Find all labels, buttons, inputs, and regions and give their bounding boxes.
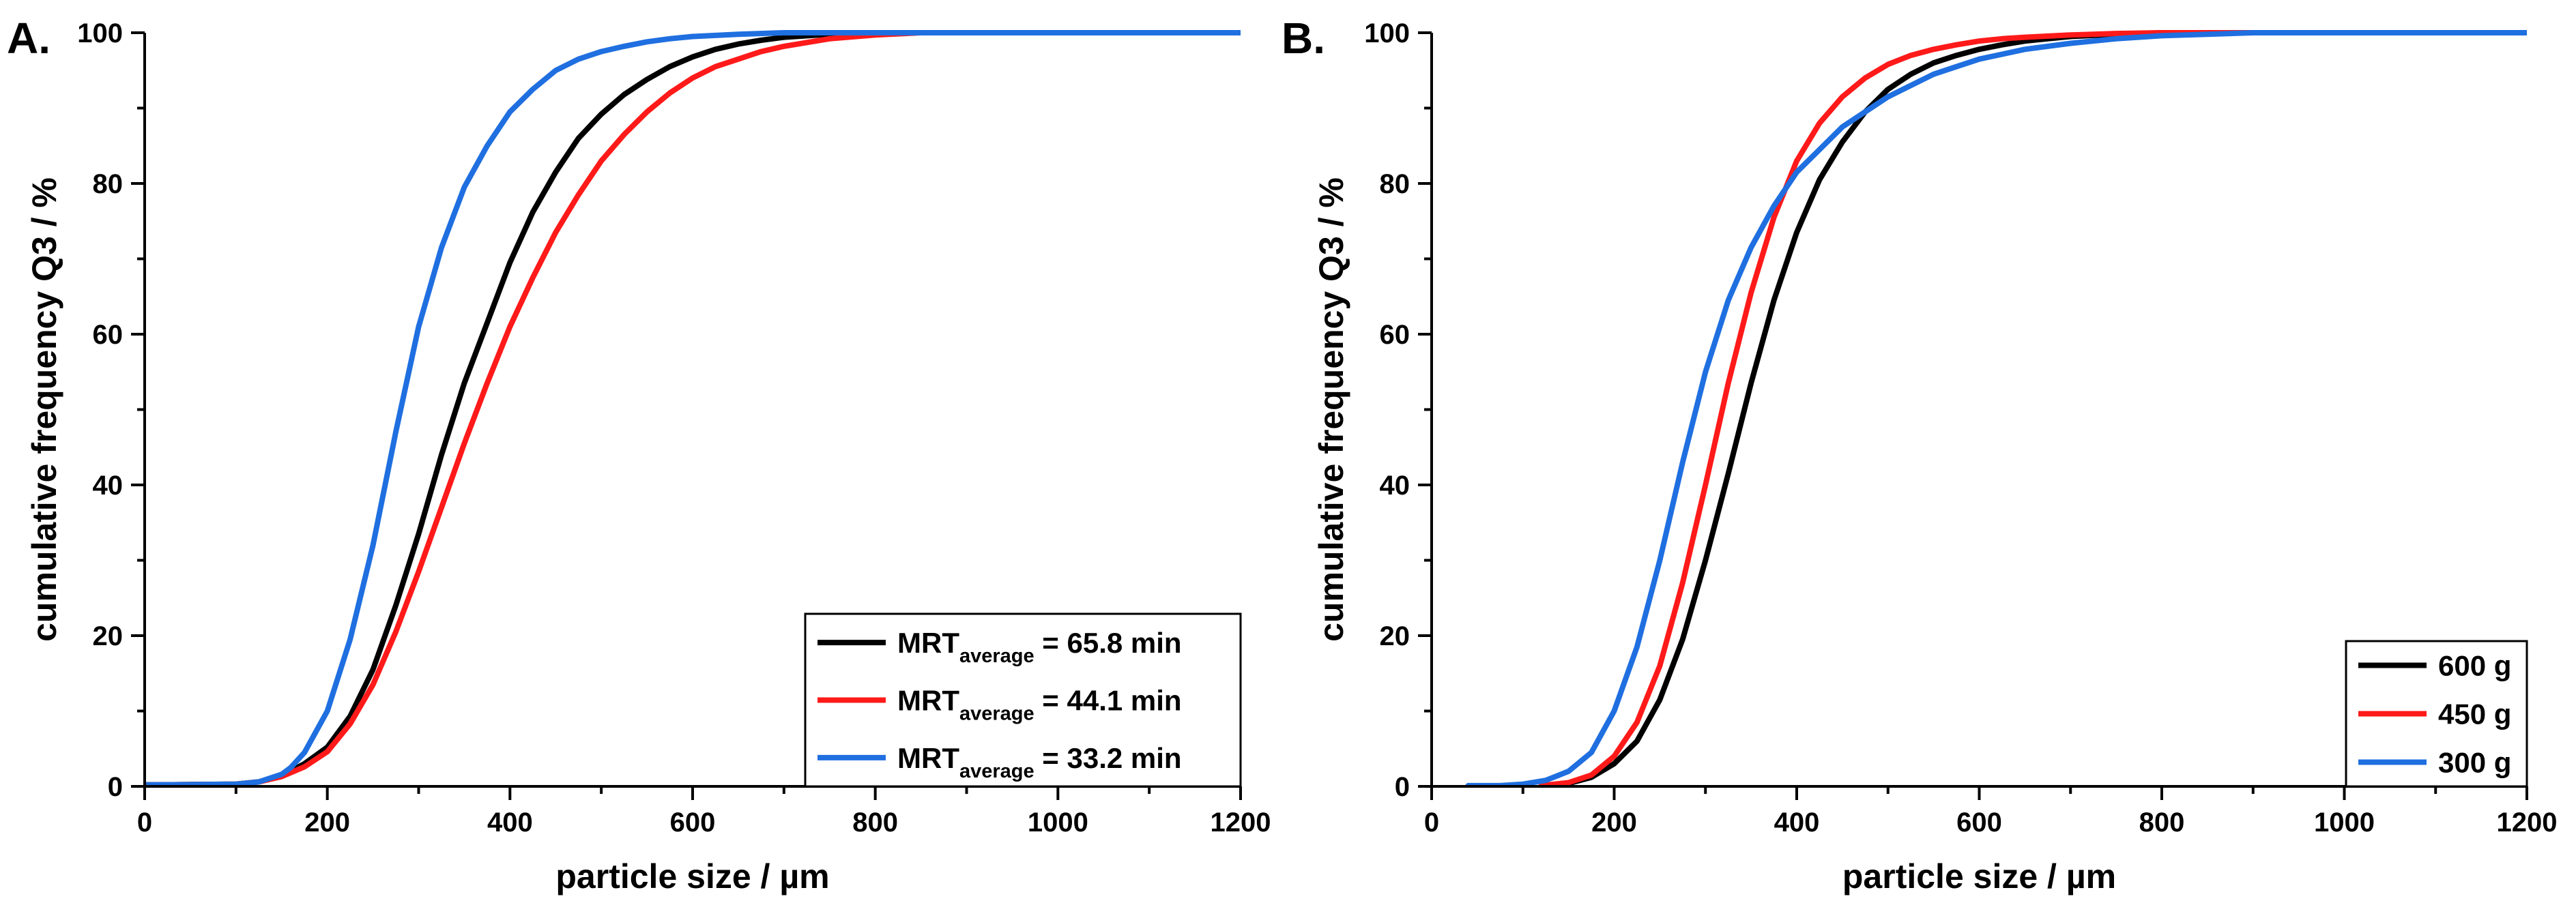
x-tick-label: 800 bbox=[2139, 808, 2185, 838]
y-tick-label: 20 bbox=[1380, 621, 1410, 651]
series-line-2 bbox=[1538, 30, 2527, 786]
y-tick-label: 60 bbox=[1380, 320, 1410, 350]
legend-label-main: MRT bbox=[897, 627, 959, 659]
y-tick-label: 80 bbox=[93, 169, 124, 199]
x-tick-label: 400 bbox=[1774, 808, 1820, 838]
y-axis-title: cumulative frequency Q3 / % bbox=[25, 177, 63, 642]
y-tick-label: 60 bbox=[93, 320, 124, 350]
series-line-3 bbox=[145, 30, 1241, 786]
x-tick-label: 200 bbox=[304, 808, 350, 838]
x-tick-label: 600 bbox=[670, 808, 716, 838]
legend-label-value: = 44.1 min bbox=[1034, 685, 1182, 717]
x-tick-label: 400 bbox=[487, 808, 533, 838]
legend-label-sub: average bbox=[959, 703, 1034, 725]
legend-label-main: MRT bbox=[897, 685, 959, 717]
x-tick-label: 0 bbox=[137, 808, 152, 838]
series-line-3 bbox=[1465, 30, 2527, 786]
x-tick-label: 600 bbox=[1956, 808, 2002, 838]
y-axis-title: cumulative frequency Q3 / % bbox=[1312, 177, 1350, 642]
x-tick-label: 0 bbox=[1424, 808, 1439, 838]
legend-label-value: = 33.2 min bbox=[1034, 742, 1182, 774]
legend-label-2: MRTaverage = 44.1 min bbox=[897, 685, 1182, 725]
legend-label-main: MRT bbox=[897, 742, 959, 774]
legend-label-value: = 65.8 min bbox=[1034, 627, 1182, 659]
y-tick-label: 100 bbox=[1364, 18, 1410, 48]
y-tick-label: 0 bbox=[1395, 772, 1410, 802]
legend: 600 g 450 g 300 g bbox=[2345, 640, 2528, 788]
series-line-2 bbox=[145, 30, 1241, 786]
x-tick-label: 1200 bbox=[2497, 808, 2558, 838]
legend-label-sub: average bbox=[959, 760, 1034, 782]
y-tick-label: 100 bbox=[77, 18, 123, 48]
legend-label-1: 600 g bbox=[2438, 650, 2511, 682]
x-axis-title: particle size / µm bbox=[1842, 857, 2116, 895]
y-tick-label: 80 bbox=[1380, 169, 1410, 199]
series-group bbox=[145, 30, 1241, 786]
legend-label-1: MRTaverage = 65.8 min bbox=[897, 627, 1182, 667]
x-axis-title: particle size / µm bbox=[555, 857, 829, 895]
y-tick-label: 20 bbox=[93, 621, 124, 651]
y-tick-label: 40 bbox=[1380, 471, 1410, 501]
legend-label-sub: average bbox=[959, 645, 1034, 667]
panel-label: B. bbox=[1282, 14, 1325, 63]
legend-label-2: 450 g bbox=[2438, 698, 2511, 730]
chart-panel-b: B. 0 200 400 600 800 1000 1200 0 20 40 60 80 100 parti… bbox=[1282, 14, 2557, 895]
x-tick-label: 200 bbox=[1591, 808, 1637, 838]
y-tick-label: 40 bbox=[93, 471, 124, 501]
x-tick-label: 1200 bbox=[1211, 808, 1271, 838]
y-tick-label: 0 bbox=[108, 772, 123, 802]
x-tick-label: 1000 bbox=[1028, 808, 1088, 838]
panel-label: A. bbox=[7, 14, 50, 63]
series-group bbox=[1465, 30, 2527, 786]
x-tick-label: 800 bbox=[852, 808, 898, 838]
chart-panel-a: A. 0 200 400 600 800 1000 1200 0 20 40 60 80 100 parti… bbox=[7, 14, 1271, 895]
legend-label-3: MRTaverage = 33.2 min bbox=[897, 742, 1182, 782]
legend-label-3: 300 g bbox=[2438, 747, 2511, 779]
x-tick-label: 1000 bbox=[2314, 808, 2375, 838]
